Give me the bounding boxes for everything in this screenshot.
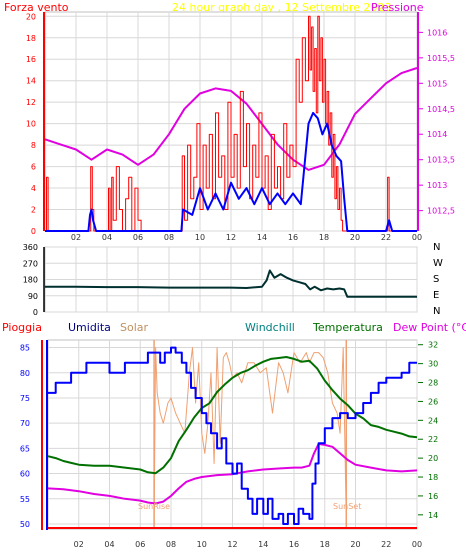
direction-y-tick-label: 90	[28, 292, 38, 301]
wind-panel-axes: 02 04 06 08 10 12 14 16 18 20 22 000246810121416182…	[26, 12, 455, 242]
x-tick-label: 08	[164, 233, 174, 242]
x-tick-label: 12	[226, 233, 236, 242]
direction-label-e: E	[433, 290, 439, 301]
sunset-label: SunSet	[333, 502, 361, 511]
x-tick-label: 14	[258, 540, 268, 549]
direction-y-tick-label: 360	[23, 243, 38, 252]
temperature-y-tick-label: 14	[428, 511, 438, 520]
humidity-y-tick-label: 80	[20, 369, 30, 378]
x-tick-label: 14	[257, 233, 267, 242]
temperature-line	[47, 356, 418, 475]
wind-direction-line	[45, 269, 417, 298]
pressure-y-tick-label: 1015,5	[427, 54, 455, 63]
wind-axis-title: Forza vento	[4, 1, 69, 14]
x-tick-label: 08	[166, 540, 176, 549]
wind-y-tick-label: 16	[26, 55, 36, 64]
legend-windchill: Windchill	[245, 321, 295, 334]
x-tick-label: 18	[320, 540, 330, 549]
humidity-y-tick-label: 70	[20, 419, 30, 428]
x-tick-label: 10	[197, 540, 207, 549]
dewpoint-line	[47, 442, 418, 505]
wind-y-tick-label: 0	[31, 227, 36, 236]
legend-temperature: Temperatura	[312, 321, 383, 334]
temperature-y-tick-label: 30	[428, 360, 438, 369]
direction-label-w: W	[433, 258, 443, 269]
x-tick-label: 06	[135, 540, 145, 549]
humidity-y-tick-label: 60	[20, 470, 30, 479]
chart-title: 24 hour graph day , 12 Settembre 2023	[172, 1, 391, 14]
legend-rain: Pioggia	[2, 321, 42, 334]
x-tick-label: 10	[195, 233, 205, 242]
direction-y-tick-label: 0	[33, 308, 38, 317]
wind-y-tick-label: 8	[31, 141, 36, 150]
x-tick-label: 00	[412, 540, 422, 549]
direction-y-tick-label: 180	[23, 276, 38, 285]
temperature-y-tick-label: 22	[428, 435, 438, 444]
temperature-y-tick-label: 16	[428, 492, 438, 501]
temperature-y-tick-label: 24	[428, 416, 438, 425]
pressure-y-tick-label: 1012,5	[427, 207, 455, 216]
x-tick-label: 20	[350, 540, 360, 549]
x-tick-label: 16	[289, 540, 299, 549]
x-tick-label: 22	[381, 233, 391, 242]
pressure-y-tick-label: 1014	[427, 130, 447, 139]
x-tick-label: 18	[319, 233, 329, 242]
x-tick-label: 04	[104, 540, 114, 549]
temperature-y-tick-label: 20	[428, 454, 438, 463]
temperature-y-tick-label: 32	[428, 341, 438, 350]
direction-panel-series	[45, 269, 417, 298]
x-tick-label: 02	[74, 540, 84, 549]
temperature-y-tick-label: 18	[428, 473, 438, 482]
humidity-y-tick-label: 75	[20, 394, 30, 403]
x-tick-label: 20	[350, 233, 360, 242]
direction-label-s: S	[433, 274, 439, 285]
x-tick-label: 02	[71, 233, 81, 242]
wind-average-line	[45, 111, 417, 232]
wind-gust-line	[45, 15, 417, 232]
x-tick-label: 00	[412, 233, 422, 242]
x-tick-label: 16	[288, 233, 298, 242]
direction-y-tick-label: 270	[23, 259, 38, 268]
direction-label-n-top: N	[433, 242, 440, 253]
temp-panel-axes: 02 04 06 08 10 12 14 16 18 20 22 00 50 55 60 65 70 75 80 85…	[20, 341, 438, 549]
pressure-y-tick-label: 1015	[427, 79, 447, 88]
direction-label-n-bottom: N	[433, 306, 440, 317]
humidity-y-tick-label: 50	[20, 520, 30, 529]
wind-y-tick-label: 4	[31, 184, 36, 193]
sunrise-label: SunRise	[138, 502, 170, 511]
temp-panel-grid	[48, 340, 418, 529]
x-tick-label: 04	[102, 233, 112, 242]
x-tick-label: 12	[227, 540, 237, 549]
humidity-y-tick-label: 85	[20, 344, 30, 353]
temperature-y-tick-label: 28	[428, 379, 438, 388]
wind-y-tick-label: 14	[26, 77, 36, 86]
wind-y-tick-label: 20	[26, 12, 36, 21]
humidity-y-tick-label: 65	[20, 444, 30, 453]
humidity-y-tick-label: 55	[20, 495, 30, 504]
wind-y-tick-label: 18	[26, 34, 36, 43]
solar-line	[153, 347, 347, 525]
temp-panel-series	[47, 340, 418, 529]
pressure-axis-title: Pressione	[371, 1, 424, 14]
legend-humidity: Umidita	[68, 321, 111, 334]
pressure-y-tick-label: 1013	[427, 181, 447, 190]
wind-panel-series	[44, 15, 418, 232]
legend-dewpoint: Dew Point (°C)	[393, 321, 466, 334]
legend-solar: Solar	[120, 321, 149, 334]
pressure-line	[44, 67, 418, 171]
wind-y-tick-label: 12	[26, 98, 36, 107]
pressure-y-tick-label: 1013,5	[427, 156, 455, 165]
temperature-y-tick-label: 26	[428, 397, 438, 406]
wind-y-tick-label: 10	[26, 120, 36, 129]
pressure-y-tick-label: 1014,5	[427, 105, 455, 114]
humidity-line	[48, 346, 417, 525]
wind-y-tick-label: 2	[31, 206, 36, 215]
x-tick-label: 22	[381, 540, 391, 549]
direction-panel-axes: N W S E N 0 90 180 270 360	[23, 242, 443, 317]
pressure-y-tick-label: 1016	[427, 28, 447, 37]
wind-y-tick-label: 6	[31, 163, 36, 172]
x-tick-label: 06	[133, 233, 143, 242]
